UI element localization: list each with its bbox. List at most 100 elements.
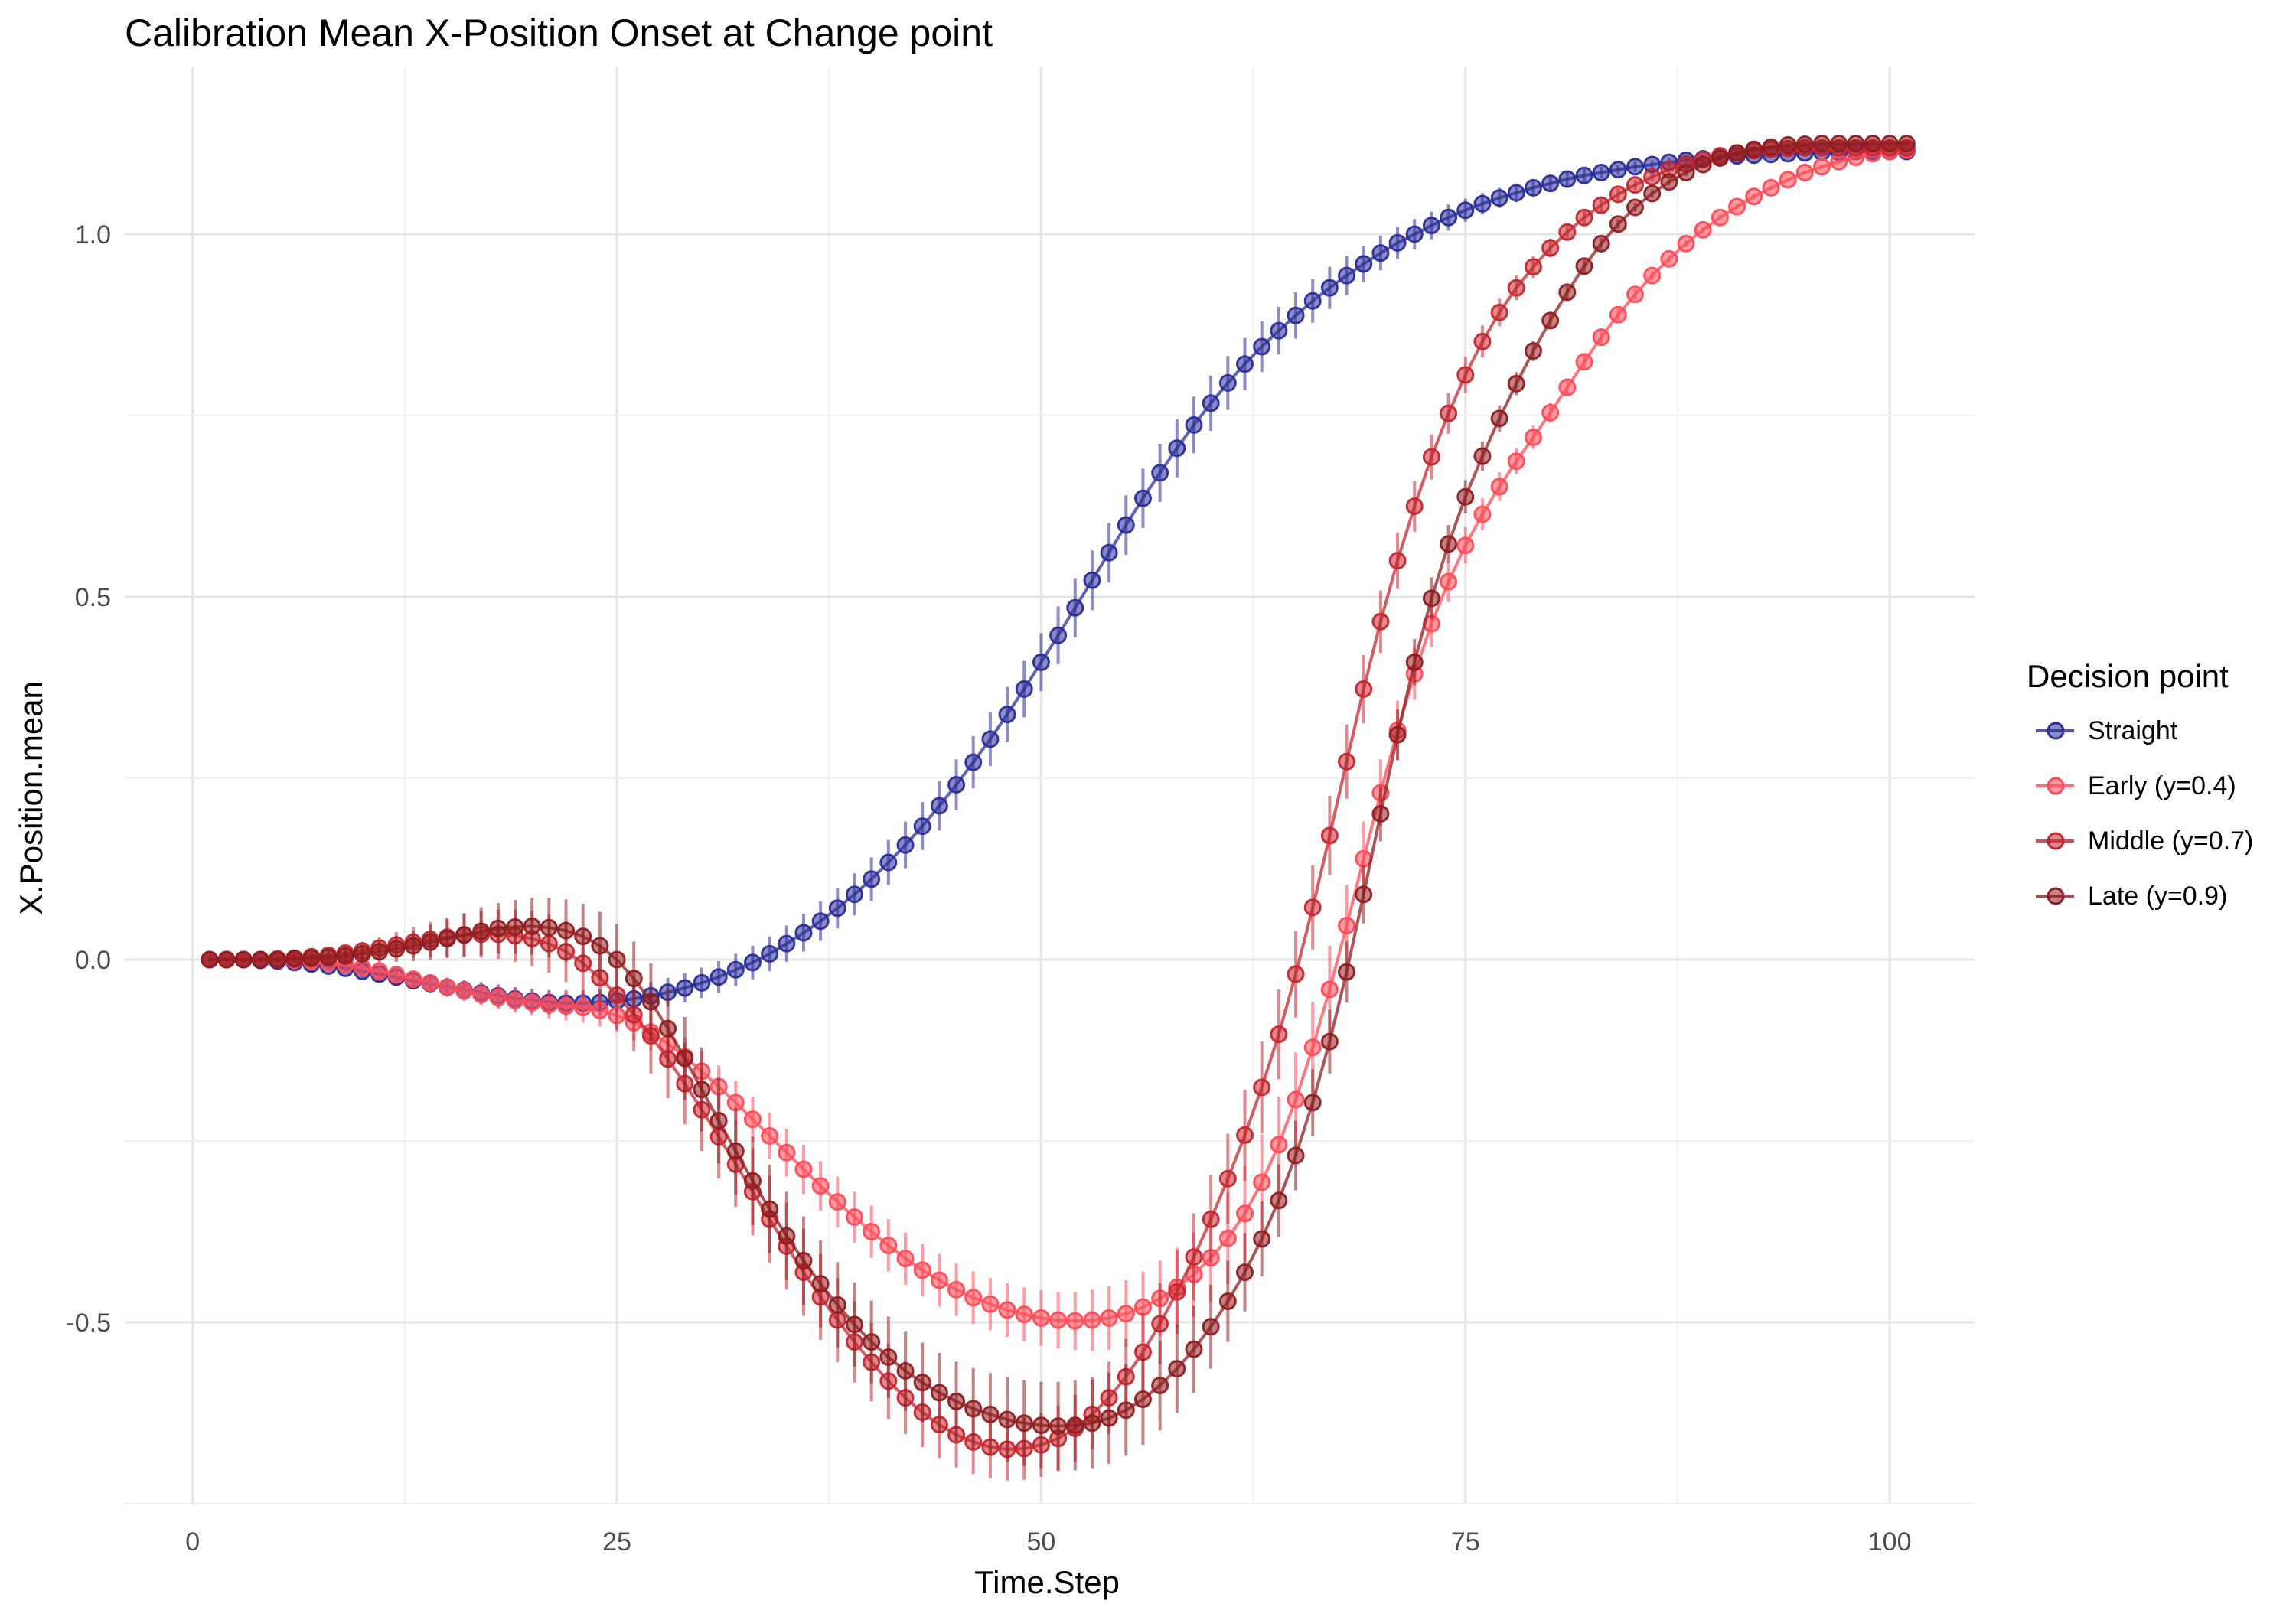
data-point bbox=[1592, 196, 1610, 214]
y-axis-title: X.Position.mean bbox=[13, 681, 49, 915]
data-point bbox=[828, 1193, 846, 1211]
data-point bbox=[1287, 1146, 1305, 1165]
data-point bbox=[1626, 198, 1645, 217]
series-middle-y-0-7 bbox=[201, 139, 1916, 1481]
data-point bbox=[421, 973, 439, 992]
data-point bbox=[1218, 1292, 1237, 1311]
data-point bbox=[201, 950, 219, 969]
data-point bbox=[1270, 1025, 1288, 1044]
data-point bbox=[1558, 223, 1577, 241]
data-point bbox=[353, 944, 371, 963]
data-point bbox=[1270, 1191, 1288, 1210]
series-line bbox=[209, 148, 1907, 1323]
data-point bbox=[1303, 898, 1322, 917]
data-point bbox=[1066, 1416, 1084, 1435]
x-axis-title: Time.Step bbox=[974, 1564, 1120, 1600]
legend-label: Late (y=0.9) bbox=[2088, 882, 2227, 911]
data-point bbox=[964, 753, 983, 771]
data-point bbox=[1609, 215, 1627, 233]
x-tick-label: 50 bbox=[1026, 1527, 1055, 1556]
data-point bbox=[998, 1410, 1016, 1429]
data-point bbox=[794, 1160, 813, 1178]
data-point bbox=[1083, 571, 1101, 589]
data-point bbox=[1218, 373, 1237, 392]
data-point bbox=[930, 1384, 948, 1402]
data-point bbox=[1795, 135, 1814, 153]
data-point bbox=[1236, 355, 1254, 373]
data-point bbox=[1440, 535, 1458, 553]
data-point bbox=[1303, 1038, 1322, 1057]
data-point bbox=[1320, 279, 1339, 297]
data-point bbox=[709, 1111, 728, 1129]
data-point bbox=[1338, 752, 1356, 771]
data-point bbox=[1015, 1305, 1033, 1324]
data-point bbox=[879, 1237, 898, 1255]
data-point bbox=[1168, 1283, 1186, 1301]
legend-marker bbox=[2047, 722, 2065, 740]
series-layer bbox=[201, 135, 1916, 1481]
data-point bbox=[1558, 283, 1577, 302]
data-point bbox=[1338, 963, 1356, 981]
data-point bbox=[1490, 189, 1508, 207]
y-tick-label: 0.0 bbox=[75, 946, 111, 975]
data-point bbox=[1440, 208, 1458, 227]
data-point bbox=[1711, 208, 1729, 227]
legend-label: Middle (y=0.7) bbox=[2088, 826, 2253, 856]
data-point bbox=[217, 950, 236, 969]
data-point bbox=[1236, 1263, 1254, 1282]
data-point bbox=[1762, 178, 1780, 197]
data-point bbox=[726, 960, 745, 979]
data-point bbox=[421, 933, 439, 951]
data-point bbox=[506, 991, 524, 1009]
data-point bbox=[1202, 394, 1220, 412]
legend-item: Straight bbox=[2036, 716, 2178, 745]
data-point bbox=[557, 921, 576, 940]
data-point bbox=[1490, 303, 1508, 321]
data-point bbox=[896, 1250, 915, 1268]
data-point bbox=[1694, 220, 1712, 239]
data-point bbox=[1541, 174, 1560, 193]
data-point bbox=[1218, 1229, 1237, 1247]
data-point bbox=[863, 1223, 881, 1241]
data-point bbox=[693, 1081, 711, 1099]
data-point bbox=[1609, 185, 1627, 204]
series-line bbox=[209, 142, 1907, 1428]
data-point bbox=[1066, 598, 1084, 617]
data-point bbox=[472, 986, 491, 1004]
data-point bbox=[1422, 589, 1440, 608]
data-point bbox=[1015, 1414, 1033, 1433]
data-point bbox=[811, 1177, 830, 1195]
series-late-y-0-9 bbox=[201, 135, 1916, 1471]
data-point bbox=[726, 1142, 745, 1160]
data-point bbox=[1100, 543, 1118, 562]
data-point bbox=[1609, 161, 1627, 179]
data-point bbox=[404, 937, 422, 955]
x-tick-label: 0 bbox=[185, 1527, 200, 1556]
data-point bbox=[811, 1275, 830, 1293]
legend-items: Straight Early (y=0.4) Middle (y=0.7) Late … bbox=[2036, 716, 2253, 911]
data-point bbox=[1440, 572, 1458, 591]
data-point bbox=[1541, 239, 1560, 257]
data-point bbox=[1015, 680, 1033, 698]
data-point bbox=[743, 1110, 762, 1129]
data-point bbox=[1388, 725, 1407, 744]
legend: Decision point Straight Early (y=0.4) Midd… bbox=[2027, 658, 2253, 911]
data-point bbox=[387, 966, 406, 984]
data-point bbox=[794, 924, 813, 942]
data-point bbox=[947, 1392, 966, 1410]
data-point bbox=[1133, 489, 1152, 507]
data-point bbox=[1202, 1210, 1220, 1228]
data-point bbox=[1677, 234, 1695, 253]
data-point bbox=[1371, 804, 1390, 823]
data-point bbox=[1490, 409, 1508, 428]
data-point bbox=[1626, 158, 1645, 176]
data-point bbox=[1456, 487, 1475, 506]
data-point bbox=[1592, 234, 1610, 253]
data-point bbox=[1032, 1416, 1050, 1435]
data-point bbox=[1320, 1032, 1339, 1051]
data-point bbox=[1066, 1312, 1084, 1330]
data-point bbox=[370, 962, 389, 980]
legend-label: Early (y=0.4) bbox=[2088, 771, 2236, 800]
chart-title: Calibration Mean X-Position Onset at Cha… bbox=[125, 11, 993, 54]
data-point bbox=[438, 930, 456, 948]
